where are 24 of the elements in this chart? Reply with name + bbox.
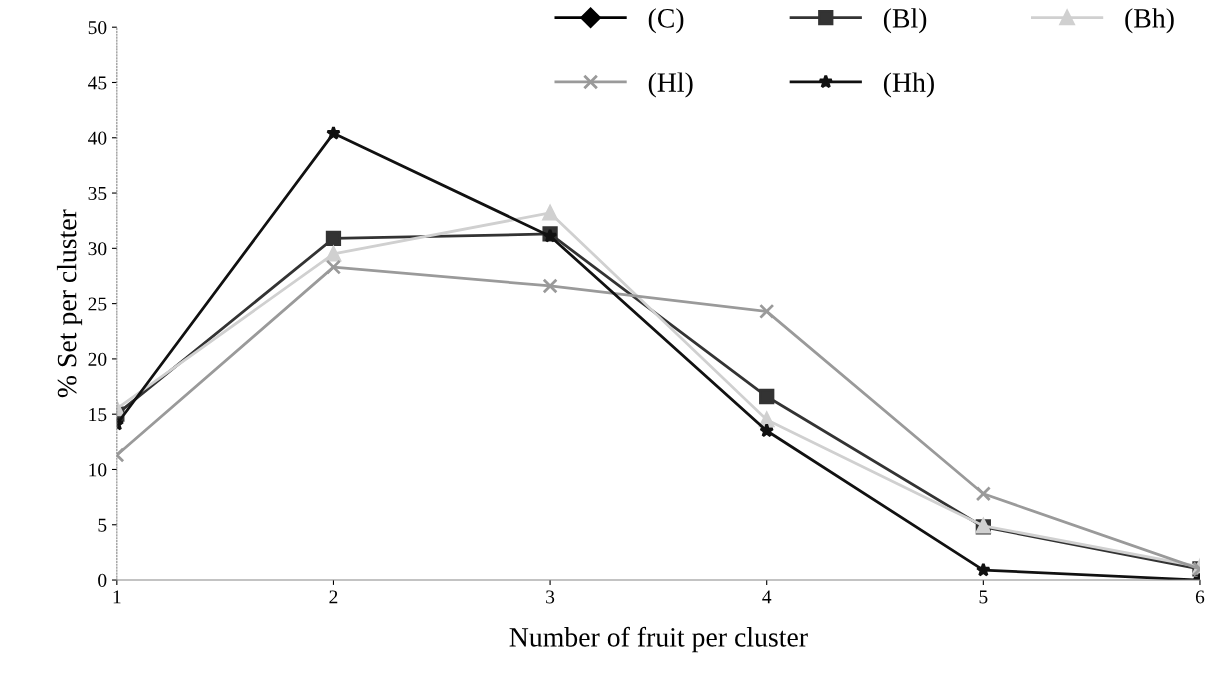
x-tick-label: 3 (546, 590, 555, 604)
y-tick-label: 40 (88, 131, 107, 145)
legend-label: (C) (648, 8, 684, 34)
x-tick-label: 2 (329, 590, 338, 604)
y-tick-label: 45 (88, 76, 107, 90)
legend-label: (Hl) (648, 72, 693, 98)
y-tick-label: 0 (98, 573, 107, 587)
legend-label: (Bl) (883, 8, 927, 34)
legend-label: (Bh) (1125, 8, 1174, 34)
x-tick-label: 4 (762, 590, 772, 604)
x-tick-label: 6 (1195, 590, 1205, 604)
y-tick-label: 50 (88, 21, 107, 35)
y-tick-label: 35 (88, 186, 107, 200)
x-tick-label: 5 (979, 590, 988, 604)
legend-label: (Hh) (883, 72, 934, 98)
y-tick-label: 15 (89, 408, 107, 422)
y-axis-title: % Set per cluster (56, 209, 83, 398)
y-tick-label: 30 (88, 242, 107, 256)
y-tick-label: 25 (88, 297, 107, 311)
y-tick-label: 10 (89, 463, 107, 477)
y-tick-label: 20 (88, 352, 107, 366)
y-tick-label: 5 (98, 518, 107, 532)
x-axis-title: Number of fruit per cluster (509, 626, 808, 653)
x-tick-label: 1 (113, 590, 121, 604)
